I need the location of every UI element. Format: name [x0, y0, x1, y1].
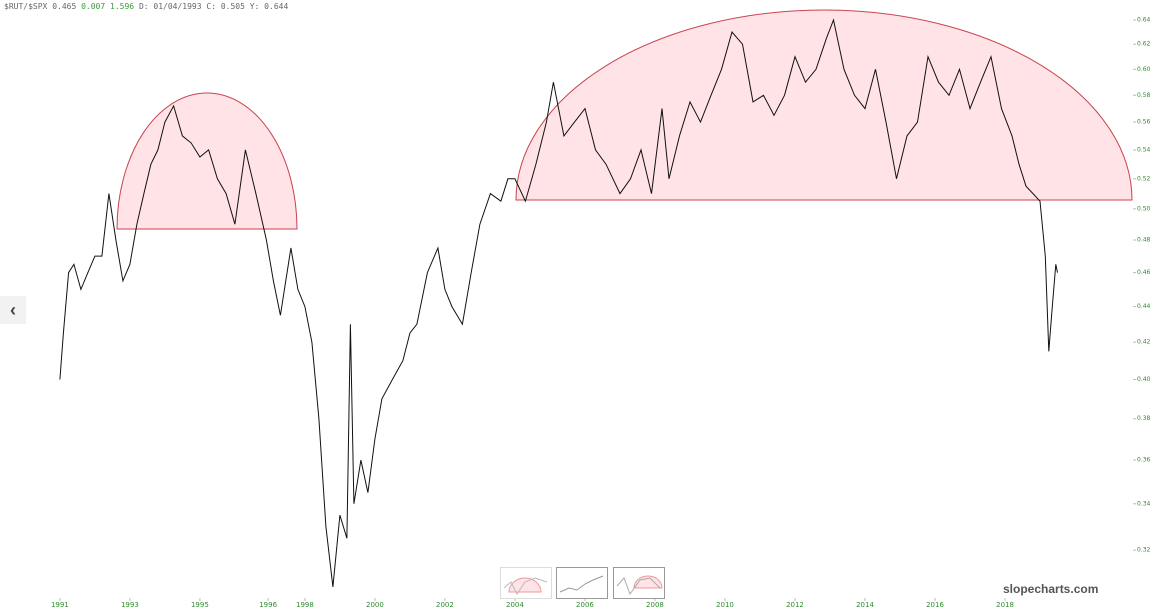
y-tick-label: 0.58 [1137, 92, 1151, 99]
thumbnail-graphic [503, 577, 548, 595]
y-tick-label: 0.56 [1137, 119, 1151, 126]
change-pct: 1.596 [110, 2, 135, 11]
y-tick-label: 0.62 [1137, 41, 1151, 48]
x-tick-label: 1996 [259, 601, 277, 609]
change: 0.007 [81, 2, 106, 11]
x-tick-label: 2002 [436, 601, 454, 609]
cursor-info: D: 01/04/1993 C: 0.505 Y: 0.644 [138, 2, 289, 11]
x-tick-label: 2004 [506, 601, 524, 609]
x-tick-label: 1991 [51, 601, 69, 609]
thumbnail[interactable] [556, 567, 608, 599]
arc-annotation [515, 9, 1133, 201]
x-tick-label: 2012 [786, 601, 804, 609]
y-tick-label: 0.44 [1137, 303, 1151, 310]
header: $RUT/$SPX 0.465 0.007 1.596 D: 01/04/199… [4, 2, 288, 11]
y-tick-label: 0.64 [1137, 16, 1151, 23]
back-button[interactable]: ‹ [0, 296, 26, 324]
y-tick-label: 0.52 [1137, 175, 1151, 182]
y-tick-label: 0.32 [1137, 547, 1151, 554]
price-line [59, 18, 1058, 587]
ticker: $RUT/$SPX [4, 2, 48, 11]
x-tick-label: 2018 [996, 601, 1014, 609]
thumbnail[interactable] [613, 567, 665, 599]
x-tick-label: 2010 [716, 601, 734, 609]
y-tick-label: 0.60 [1137, 66, 1151, 73]
thumbnail[interactable] [500, 567, 552, 599]
thumbnail-graphic [559, 575, 604, 593]
x-tick-label: 2016 [926, 601, 944, 609]
y-tick-label: 0.34 [1137, 500, 1151, 507]
x-tick-label: 1995 [191, 601, 209, 609]
y-tick-label: 0.40 [1137, 376, 1151, 383]
x-tick-label: 2000 [366, 601, 384, 609]
y-tick-label: 0.38 [1137, 415, 1151, 422]
x-tick-label: 1993 [121, 601, 139, 609]
x-tick-label: 2006 [576, 601, 594, 609]
thumbnail-graphic [616, 575, 663, 596]
arc-annotation [116, 92, 298, 230]
y-tick-label: 0.50 [1137, 205, 1151, 212]
y-tick-label: 0.46 [1137, 269, 1151, 276]
watermark: slopecharts.com [1003, 582, 1099, 596]
x-tick-label: 1998 [296, 601, 314, 609]
y-tick-label: 0.42 [1137, 339, 1151, 346]
y-tick-label: 0.54 [1137, 146, 1151, 153]
x-tick-label: 2014 [856, 601, 874, 609]
x-tick-label: 2008 [646, 601, 664, 609]
y-tick-label: 0.48 [1137, 237, 1151, 244]
y-tick-label: 0.36 [1137, 457, 1151, 464]
price: 0.465 [52, 2, 77, 11]
